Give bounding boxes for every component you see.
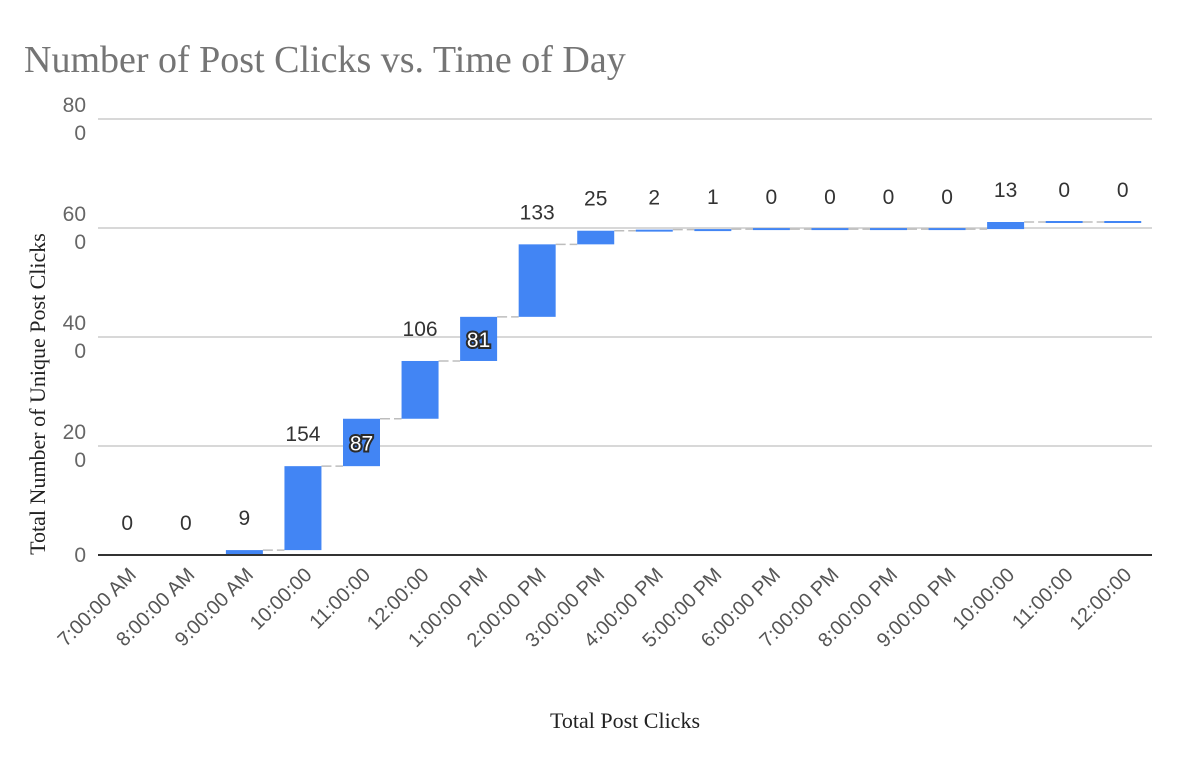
data-label: 133 xyxy=(520,201,555,224)
data-label: 0 xyxy=(121,512,133,535)
bar xyxy=(460,316,498,361)
bar xyxy=(225,550,263,555)
bar xyxy=(635,229,673,232)
data-labels: 0 0 9 154 87 106 81 133 25 2 1 0 0 0 0 13 0 0 xyxy=(121,179,1128,535)
data-label: 0 xyxy=(180,512,192,535)
data-label: 13 xyxy=(994,179,1017,202)
x-tick-label: 11:00:00 xyxy=(305,564,375,634)
data-label: 154 xyxy=(285,423,320,446)
x-axis-title: Total Post Clicks xyxy=(550,708,700,733)
bar xyxy=(987,222,1025,230)
data-label: 0 xyxy=(766,186,778,209)
data-label: 0 xyxy=(824,186,836,209)
bar xyxy=(752,228,790,231)
bar xyxy=(284,466,322,551)
data-label: 1 xyxy=(707,186,719,209)
bar xyxy=(401,360,439,419)
bar xyxy=(1045,221,1083,224)
data-label: 0 xyxy=(941,186,953,209)
y-axis-ticks: 0 20 0 40 0 60 0 80 0 xyxy=(63,94,86,567)
data-label: 9 xyxy=(239,507,251,530)
bar xyxy=(518,244,556,317)
data-label: 81 xyxy=(467,329,490,352)
bar xyxy=(928,228,966,231)
data-label: 25 xyxy=(584,188,607,211)
data-label: 0 xyxy=(1058,179,1070,202)
y-tick-label: 0 xyxy=(74,544,86,567)
bars xyxy=(108,221,1142,556)
data-label: 106 xyxy=(403,318,438,341)
y-tick-label: 60 0 xyxy=(63,203,86,254)
bar xyxy=(577,230,615,245)
bar xyxy=(343,418,380,467)
data-label: 0 xyxy=(883,186,895,209)
y-tick-label: 20 0 xyxy=(63,421,86,472)
y-tick-label: 80 0 xyxy=(63,94,86,145)
x-axis-ticks: 7:00:00 AM8:00:00 AM9:00:00 AM10:00:0011… xyxy=(54,564,1137,652)
bar xyxy=(694,229,732,232)
y-tick-label: 40 0 xyxy=(63,312,86,363)
bar xyxy=(811,228,849,231)
gridlines xyxy=(98,118,1152,447)
chart-title: Number of Post Clicks vs. Time of Day xyxy=(24,39,626,81)
y-axis-title: Total Number of Unique Post Clicks xyxy=(25,233,50,555)
data-label: 87 xyxy=(350,432,373,455)
data-label: 2 xyxy=(648,187,660,210)
bar xyxy=(1104,221,1142,224)
x-tick-label: 12:00:00 xyxy=(1066,564,1137,635)
x-tick-label: 11:00:00 xyxy=(1008,564,1078,634)
x-tick-label: 10:00:00 xyxy=(246,564,317,635)
data-label: 0 xyxy=(1117,179,1129,202)
x-tick-label: 10:00:00 xyxy=(949,564,1020,635)
bar xyxy=(870,228,907,231)
